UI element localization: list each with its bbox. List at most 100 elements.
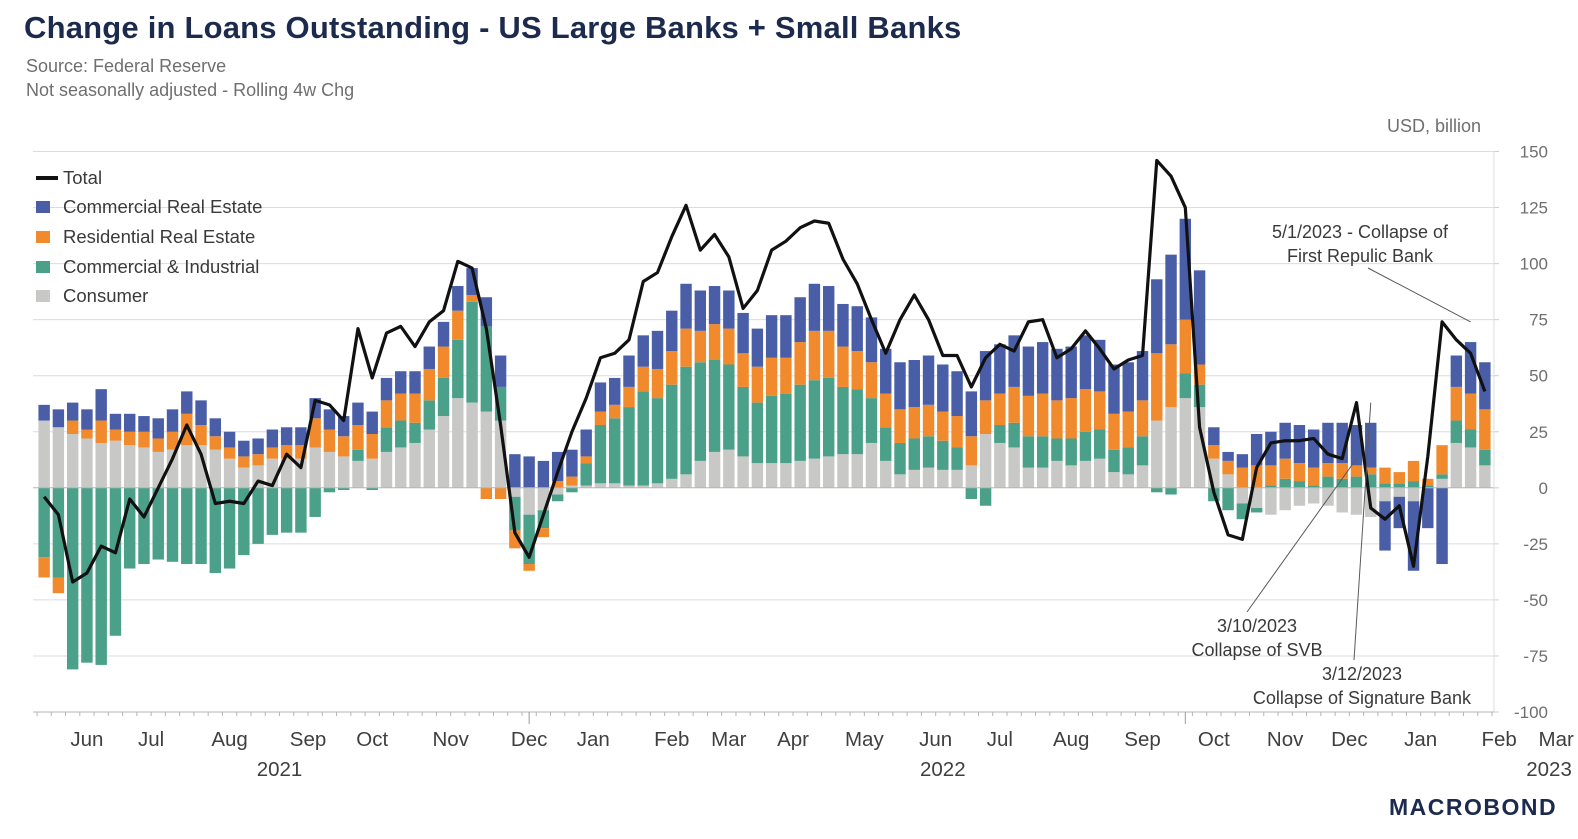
bar-segment [295,427,307,446]
bar-segment [723,449,735,488]
bar-segment [851,454,863,488]
bar-segment [409,393,421,423]
bar-segment [1094,458,1106,488]
bar-segment [366,458,378,488]
bar-segment [880,460,892,488]
bar-segment [309,418,321,448]
bar-segment [252,454,264,466]
bar-segment [223,447,236,459]
bar-segment [266,487,279,535]
bar-segment [965,487,978,500]
bar-segment [794,297,806,343]
bar-segment [1279,478,1291,488]
x-month-label: Oct [1198,728,1230,751]
bar-segment [894,409,906,443]
x-month-label: Sep [290,728,326,751]
bar-segment [979,400,992,434]
bar-segment [81,438,93,488]
bar-segment [1079,431,1092,461]
bar-segment [1336,487,1348,513]
bar-segment [523,456,535,488]
bar-segment [209,436,222,450]
bar-segment [209,487,222,573]
bar-segment [822,330,835,378]
bar-segment [352,425,364,450]
bar-segment [1365,467,1377,475]
bar-segment [323,487,336,493]
x-month-label: Jun [919,728,952,751]
annotation-text: 3/10/2023 [1217,616,1297,636]
bar-segment [109,487,122,636]
bar-segment [979,487,992,506]
bar-segment [352,402,364,426]
bar-segment [794,342,806,385]
bar-segment [765,463,778,488]
bar-segment [1365,474,1377,488]
bar-segment [452,310,464,340]
y-tick-label: 100 [1520,255,1548,274]
bar-segment [1065,465,1077,488]
bar-segment [708,324,721,360]
bar-segment [594,382,607,412]
x-month-label: Mar [711,728,746,751]
bar-segment [1165,487,1177,495]
bar-segment [1336,463,1348,479]
bar-segment [808,380,821,459]
chart-title: Change in Loans Outstanding - US Large B… [24,10,962,45]
bar-segment [1008,447,1020,488]
bar-segment [1108,364,1120,414]
bar-segment [523,564,535,571]
bar-segment [1250,465,1263,488]
bar-segment [908,360,920,408]
bar-segment [808,283,821,331]
bar-segment [666,384,678,479]
bar-segment [380,400,393,428]
x-month-label: Jun [70,728,103,751]
bar-segment [837,386,849,455]
x-month-label: Dec [1331,728,1367,751]
bar-segment [1379,487,1391,502]
bar-segment [623,355,635,387]
bar-segment [580,485,592,488]
bar-segment [366,433,378,459]
bar-segment [1450,386,1463,421]
bar-segment [437,346,450,378]
x-month-label: May [845,728,884,751]
annotation-leader [1353,402,1372,661]
bar-segment [1136,351,1149,401]
bar-segment [309,447,321,488]
bar-segment [423,400,435,430]
bar-segment [1208,445,1220,459]
bar-segment [937,364,949,412]
bar-segment [994,393,1006,426]
bar-segment [1293,487,1306,506]
x-month-label: Oct [356,728,388,751]
bar-segment [680,366,692,475]
bar-segment [223,431,236,448]
bar-segment [737,386,749,457]
bar-segment [1179,373,1192,399]
bar-segment [922,404,935,437]
bar-segment [865,398,878,443]
bar-segment [295,445,307,459]
bar-segment [152,451,164,488]
bar-segment [651,483,664,488]
bar-segment [466,301,478,403]
bar-segment [880,348,892,394]
bar-segment [437,377,450,417]
bar-segment [780,463,792,488]
bar-segment [124,445,136,488]
x-month-label: Nov [1267,728,1304,751]
bar-segment [252,465,264,488]
bar-segment [437,321,450,347]
bar-segment [380,427,393,452]
bar-segment [1350,487,1363,515]
bar-segment [138,487,150,565]
bar-segment [922,355,935,405]
bar-segment [822,456,835,488]
x-month-label: Jan [577,728,610,751]
bar-segment [509,454,521,488]
x-month-label: Mar [1539,728,1574,751]
bar-segment [851,306,863,352]
bar-segment [1051,438,1063,461]
